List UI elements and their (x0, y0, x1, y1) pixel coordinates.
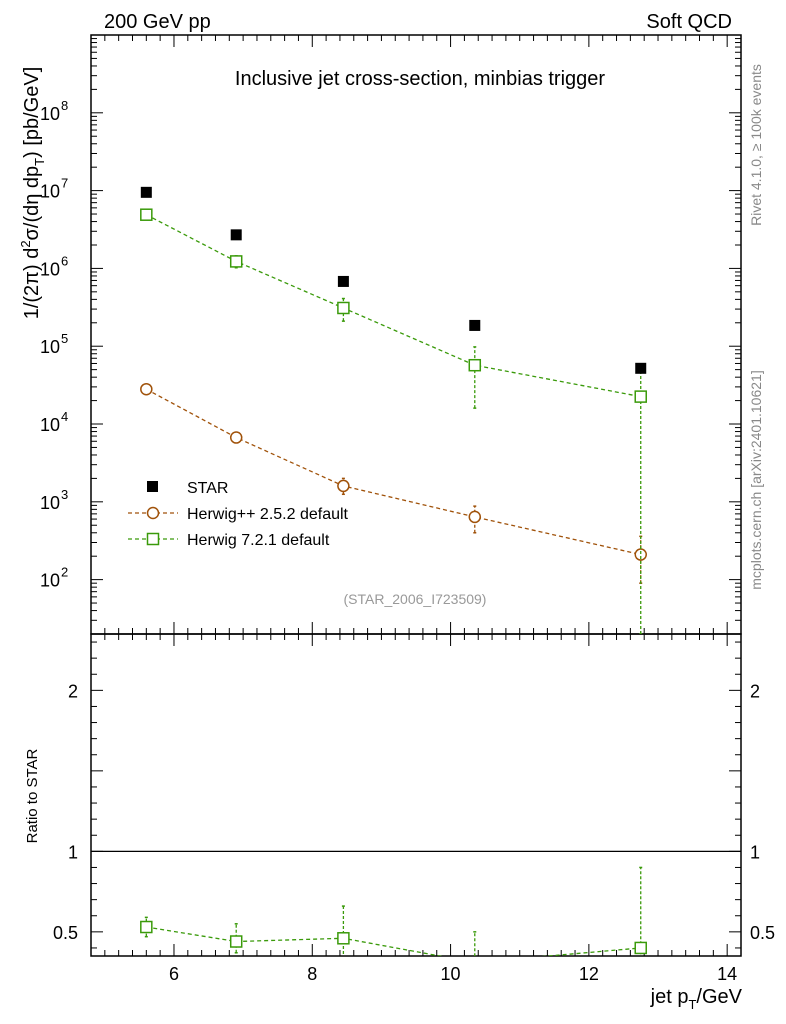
y-tick-label: 10 (40, 415, 60, 435)
legend-herwigpp-label: Herwig++ 2.5.2 default (187, 506, 349, 523)
rivet-version-label: Rivet 4.1.0, ≥ 100k events (748, 64, 764, 226)
herwigpp-line (146, 388, 641, 556)
y-tick-label-exponent: 6 (61, 253, 68, 268)
herwig7-point (140, 208, 153, 221)
y-tick-label-exponent: 4 (61, 409, 68, 424)
ratio-y-tick-label: 2 (68, 681, 78, 701)
herwig7-point (337, 301, 350, 315)
y-tick-label: 10 (40, 104, 60, 124)
svg-text:1/(2π) d2σ/(dη dpT) [pb/GeV]: 1/(2π) d2σ/(dη dpT) [pb/GeV] (18, 67, 47, 320)
ratio-herwig7-point (469, 957, 480, 968)
x-tick-label: 12 (579, 964, 599, 984)
analysis-id: (STAR_2006_I723509) (344, 591, 487, 607)
herwigpp-point (468, 510, 482, 524)
ratio-y-tick-label: 0.5 (53, 923, 78, 943)
plot-title: Inclusive jet cross-section, minbias tri… (235, 68, 605, 90)
legend-star-marker (147, 481, 158, 492)
herwig7-point (229, 255, 243, 268)
star-point (635, 362, 647, 374)
y-tick-label-exponent: 7 (61, 176, 68, 191)
y-tick-label-exponent: 3 (61, 487, 68, 502)
y-tick-label: 10 (40, 571, 60, 591)
ratio-herwig7-point (140, 920, 153, 934)
y-tick-label: 10 (40, 493, 60, 513)
herwigpp-point (140, 382, 153, 396)
star-point (140, 186, 152, 198)
y-tick-label-exponent: 2 (61, 565, 68, 580)
y-axis-title-main: 1/(2π) d2σ/(dη dpT) [pb/GeV] (18, 67, 47, 320)
ratio-herwig7-point (634, 941, 647, 955)
ratio-plot-frame (90, 633, 742, 957)
x-tick-label: 6 (169, 964, 179, 984)
legend-herwig7-label: Herwig 7.2.1 default (187, 532, 330, 549)
legend: STAR Herwig++ 2.5.2 default Herwig 7.2.1… (128, 480, 349, 549)
herwig7-line (146, 214, 641, 398)
svg-text:jet pT/GeV: jet pT/GeV (650, 986, 743, 1012)
axis-ticks (91, 35, 741, 956)
ratio-y-tick-label-right: 1 (750, 842, 760, 862)
legend-herwig7-marker (146, 532, 160, 546)
y-tick-label-exponent: 5 (61, 331, 68, 346)
ratio-herwig7-line (146, 926, 641, 956)
x-tick-label: 14 (717, 964, 737, 984)
ratio-herwig7-point (229, 935, 243, 948)
x-tick-label: 10 (441, 964, 461, 984)
legend-herwigpp-marker (146, 506, 160, 520)
herwigpp-point (634, 548, 647, 561)
header-left: 200 GeV pp (104, 11, 211, 33)
legend-star-label: STAR (187, 480, 228, 497)
header-right: Soft QCD (646, 11, 732, 33)
x-tick-label: 8 (307, 964, 317, 984)
herwigpp-point (229, 431, 243, 444)
ratio-herwig7-point (337, 932, 350, 945)
x-axis-title: jet pT/GeV (650, 986, 743, 1012)
mcplots-label: mcplots.cern.ch [arXiv:2401.10621] (748, 370, 764, 589)
y-axis-title-ratio: Ratio to STAR (24, 748, 41, 843)
star-point (469, 319, 481, 331)
star-point (230, 229, 242, 241)
y-tick-label: 10 (40, 337, 60, 357)
herwig7-point (634, 390, 647, 403)
star-point (337, 275, 349, 287)
herwig7-point (468, 358, 482, 372)
y-tick-label: 10 (40, 259, 60, 279)
herwigpp-point (337, 479, 350, 493)
main-plot-data (140, 186, 647, 634)
ratio-y-tick-label: 1 (68, 842, 78, 862)
ratio-plot-data (91, 850, 741, 968)
ratio-y-tick-label-right: 0.5 (750, 923, 775, 943)
ratio-y-tick-label-right: 2 (750, 681, 760, 701)
y-tick-label-exponent: 8 (61, 98, 68, 113)
y-tick-label: 10 (40, 182, 60, 202)
